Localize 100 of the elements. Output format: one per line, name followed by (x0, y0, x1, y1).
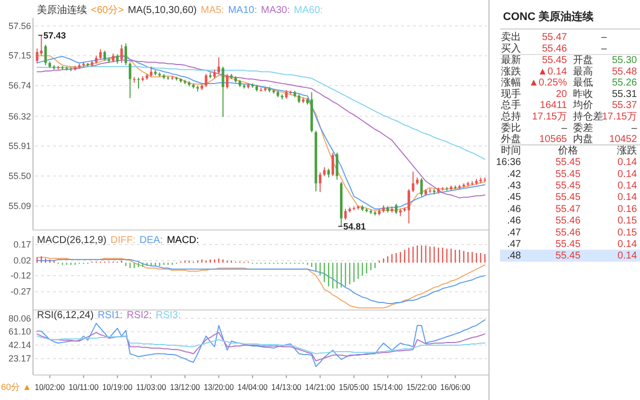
text: 涨跌 (617, 144, 637, 156)
legend-title: MA(5,10,30,60) (128, 5, 197, 16)
candlestick (99, 48, 102, 60)
text: .45 (507, 192, 522, 204)
text: 16:36 (496, 157, 522, 168)
text: 均价 (572, 99, 593, 112)
candlestick (222, 66, 224, 118)
y-tick-label: 55.91 (8, 141, 31, 152)
y-tick-label: 42.14 (8, 340, 31, 350)
text: 0.14 (618, 168, 638, 180)
candlestick (226, 73, 228, 90)
x-tick-label: 14/04:00 (238, 382, 271, 392)
candlestick (103, 50, 106, 62)
text: 17.15万 (602, 112, 637, 122)
candlestick (217, 56, 220, 74)
text: 最高 (573, 65, 593, 78)
text: – (631, 122, 638, 134)
x-tick-label: 10/02:00 (34, 382, 68, 392)
text: 55.45 (555, 157, 581, 168)
text: 委差 (573, 122, 593, 134)
text: 55.45 (542, 55, 568, 66)
text: 0.14 (618, 180, 638, 192)
annotation: 57.43 (43, 30, 66, 40)
text: 现手 (501, 88, 521, 100)
text: .46 (507, 204, 522, 215)
text: 10452 (609, 134, 638, 146)
candlestick (420, 178, 423, 197)
text: 最新 (501, 54, 521, 66)
text: .48 (507, 250, 522, 262)
text: MA10: (228, 5, 257, 16)
y-tick-label: 0.17 (13, 239, 31, 250)
text: 开盘 (573, 54, 593, 66)
candlestick (412, 171, 414, 193)
y-tick-label: 23.17 (8, 354, 31, 364)
series-label: RSI2: (126, 310, 152, 321)
line-series (36, 336, 486, 354)
x-tick-label: 14/21:00 (305, 382, 338, 392)
candlestick (124, 42, 128, 66)
text: 55.48 (612, 66, 638, 78)
text: 总持 (500, 110, 521, 122)
text: 最低 (573, 78, 593, 89)
chart-subtitle: <60分> (91, 4, 124, 16)
x-tick-label: 14/13:00 (271, 382, 304, 392)
series-label: DIFF: (110, 235, 136, 246)
y-tick-label: 57.15 (8, 50, 31, 61)
text: ▲0.25% (528, 78, 568, 89)
text: 0.15 (618, 216, 638, 227)
text: .46 (507, 216, 522, 227)
candlestick (394, 203, 398, 214)
x-tick-label: 15/22:00 (406, 382, 440, 392)
text: 20 (556, 88, 568, 100)
y-tick-label: 55.50 (8, 171, 31, 182)
text: .47 (507, 227, 522, 238)
text: 55.45 (555, 250, 581, 262)
text: .43 (507, 180, 522, 192)
x-tick-label: 13/20:00 (204, 382, 237, 392)
x-tick-label: 15/05:00 (338, 382, 372, 392)
text: 0.14 (618, 157, 638, 168)
text: – (601, 32, 608, 43)
text: 价格 (557, 144, 578, 156)
text: 55.46 (555, 227, 581, 238)
text: 17.15万 (532, 112, 567, 122)
text: 60分 ▲ (1, 382, 32, 392)
text: .42 (507, 168, 522, 180)
text: MA5: (200, 5, 224, 16)
text: 55.45 (555, 168, 581, 180)
candlestick (36, 48, 38, 64)
x-tick-label: 11/03:00 (136, 382, 169, 392)
y-tick-label: 56.74 (8, 80, 31, 91)
text: 卖出 (501, 31, 521, 43)
candlestick (318, 172, 322, 193)
text: 买入 (501, 42, 521, 54)
text: 55.26 (612, 78, 638, 89)
candlestick (150, 66, 152, 78)
candlestick (408, 188, 410, 224)
text: 时间 (501, 144, 521, 156)
text: 16411 (540, 100, 568, 112)
text: – (561, 122, 568, 134)
y-tick-label: -0.27 (10, 286, 31, 297)
text: 55.45 (555, 180, 581, 192)
text: 55.37 (612, 100, 638, 112)
text: 昨收 (573, 88, 593, 100)
candlestick (116, 54, 119, 64)
text: 55.45 (555, 192, 581, 204)
text: .47 (507, 239, 522, 250)
text: 总手 (500, 99, 521, 112)
text: 10565 (539, 134, 568, 146)
text: 0.16 (618, 204, 638, 215)
chart-title: 美原油连续 (37, 4, 87, 16)
line-series (36, 319, 486, 368)
text: 涨跌 (501, 65, 521, 78)
x-tick-label: 15/14:00 (372, 382, 406, 392)
series-label: DEA: (139, 235, 163, 246)
text: – (601, 44, 608, 54)
text: ▲0.14 (538, 66, 568, 78)
text: 55.46 (555, 216, 581, 227)
y-tick-label: 55.09 (8, 200, 31, 211)
text: 涨幅 (501, 76, 521, 89)
candlestick (44, 44, 47, 66)
candlestick (332, 152, 334, 177)
